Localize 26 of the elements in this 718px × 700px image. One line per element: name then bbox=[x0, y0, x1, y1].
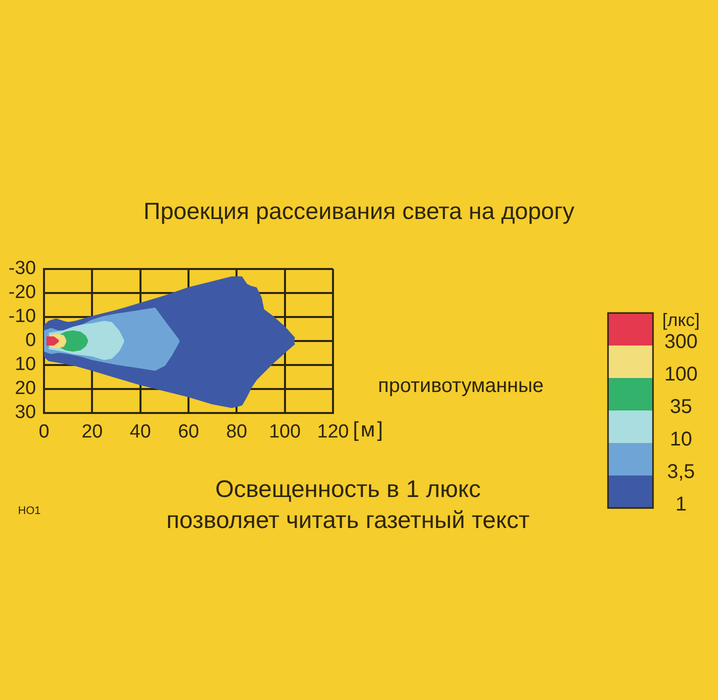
legend-label: 100 bbox=[664, 364, 698, 386]
legend-label: 35 bbox=[670, 396, 692, 418]
x-tick-label: 40 bbox=[130, 422, 151, 443]
y-tick-label: 10 bbox=[14, 354, 36, 376]
chart-title: Проекция рассеивания света на дорогу bbox=[142, 197, 576, 226]
x-tick-label: 80 bbox=[226, 422, 248, 443]
y-tick-label: -30 bbox=[8, 258, 36, 280]
y-tick-label: 30 bbox=[14, 402, 36, 424]
text: противотуманные bbox=[378, 374, 545, 399]
legend-label: 300 bbox=[664, 331, 698, 354]
x-tick-label: 120 bbox=[317, 422, 349, 443]
text: Освещенность в 1 люкс позволяет читать газетный текст bbox=[165, 475, 531, 536]
legend-label: 1 bbox=[675, 494, 687, 516]
y-tick-label: -10 bbox=[8, 306, 36, 328]
legend-label: 3,5 bbox=[667, 461, 695, 484]
legend-label: 10 bbox=[670, 428, 692, 451]
y-tick-label: -20 bbox=[8, 282, 36, 304]
x-tick-label: 100 bbox=[268, 422, 301, 443]
x-axis-title: [м] bbox=[352, 418, 385, 442]
x-tick-label: 20 bbox=[82, 422, 103, 443]
y-tick-label: 0 bbox=[25, 330, 36, 352]
legend-title: [лкс] bbox=[662, 310, 700, 330]
x-tick-label: 0 bbox=[38, 422, 50, 443]
x-tick-label: 60 bbox=[178, 422, 200, 443]
y-tick-label: 20 bbox=[14, 378, 36, 400]
text: НО1 bbox=[18, 504, 42, 519]
